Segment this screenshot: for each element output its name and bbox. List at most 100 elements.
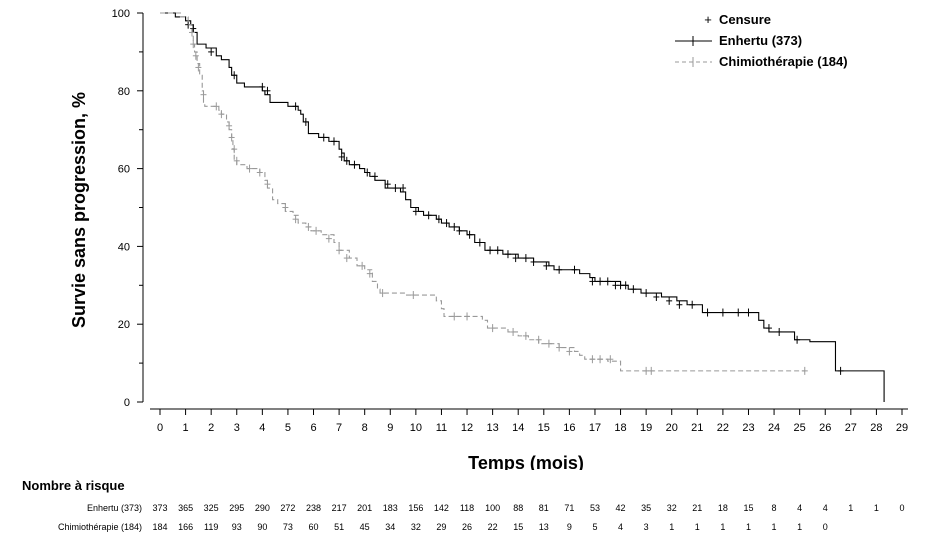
risk-cell: 184	[152, 522, 168, 532]
series-0-censor-mark	[543, 261, 550, 270]
series-0-censor-mark	[653, 292, 660, 301]
series-0-censor-mark	[530, 257, 537, 266]
risk-cell: 365	[178, 503, 194, 513]
series-0-censor-mark	[435, 215, 442, 224]
series-0-censor-mark	[689, 300, 696, 309]
series-0-censor-mark	[400, 184, 407, 193]
x-tick-label: 26	[819, 422, 831, 434]
risk-cell: 156	[408, 503, 424, 513]
y-tick-label: 100	[112, 8, 130, 20]
series-1-censor-mark	[256, 168, 263, 177]
risk-cell: 15	[513, 522, 524, 532]
risk-cell: 4	[618, 522, 624, 532]
series-0-censor-mark	[443, 219, 450, 228]
risk-cell: 15	[743, 503, 754, 513]
series-1-censor-mark	[489, 324, 496, 333]
y-tick-label: 20	[118, 319, 130, 331]
series-0-censor-mark	[476, 238, 483, 247]
x-tick-label: 29	[896, 422, 908, 434]
risk-cell: 373	[152, 503, 168, 513]
risk-cell: 93	[231, 522, 242, 532]
series-1-censor-mark	[589, 355, 596, 364]
series-0-censor-mark	[330, 137, 337, 146]
x-tick-label: 23	[742, 422, 754, 434]
risk-cell: 71	[564, 503, 575, 513]
series-0-censor-mark	[320, 133, 327, 142]
series-0-censor-mark	[343, 156, 350, 165]
series-0-censor-mark	[384, 180, 391, 189]
series-0-censor-mark	[264, 86, 271, 95]
series-0-censor-mark	[208, 47, 215, 56]
series-0-censor-mark	[522, 254, 529, 263]
x-tick-label: 28	[870, 422, 882, 434]
risk-cell: 4	[797, 503, 803, 513]
risk-cell: 32	[410, 522, 421, 532]
risk-cell: 0	[822, 522, 828, 532]
risk-cell: 53	[589, 503, 600, 513]
series-0-censor-mark	[259, 82, 266, 91]
risk-cell: 32	[666, 503, 677, 513]
risk-cell: 238	[306, 503, 322, 513]
series-1-censor-mark	[343, 254, 350, 263]
series-1-censor-mark	[231, 145, 238, 154]
risk-cell: 45	[359, 522, 370, 532]
series-0-censor-mark	[719, 308, 726, 317]
risk-cell: 88	[513, 503, 524, 513]
risk-row-label: Chimiothérapie (184)	[57, 522, 142, 532]
risk-cell: 4	[822, 503, 828, 513]
risk-cell: 295	[229, 503, 245, 513]
x-tick-label: 6	[310, 422, 316, 434]
x-tick-label: 13	[486, 422, 498, 434]
risk-cell: 42	[615, 503, 626, 513]
risk-cell: 118	[459, 503, 475, 513]
series-1-curve	[160, 12, 805, 372]
risk-cell: 183	[382, 503, 398, 513]
x-tick-label: 18	[614, 422, 626, 434]
y-axis-label: Survie sans progression, %	[69, 92, 89, 328]
series-1-censor-mark	[264, 180, 271, 189]
series-1-censor-mark	[535, 335, 542, 344]
risk-cell: 21	[692, 503, 703, 513]
risk-cell: 1	[669, 522, 675, 532]
risk-cell: 26	[462, 522, 473, 532]
legend: + Censure Enhertu (373) Chimiothérapie (…	[675, 12, 848, 69]
series-0-censor-mark	[466, 230, 473, 239]
risk-cell: 119	[203, 522, 219, 532]
series-1-censor-mark	[643, 366, 650, 375]
legend-censor-label: Censure	[719, 12, 771, 27]
series-0-censor-mark	[494, 246, 501, 255]
y-tick-label: 60	[118, 164, 130, 176]
series-0-censor-mark	[364, 168, 371, 177]
x-tick-label: 11	[436, 422, 447, 434]
x-tick-label: 9	[387, 422, 393, 434]
series-0-censor-mark	[487, 246, 494, 255]
series-1-censor-mark	[188, 28, 195, 37]
series-0-censor-mark	[676, 300, 683, 309]
series-1-censor-mark	[801, 366, 808, 375]
x-tick-label: 2	[208, 422, 214, 434]
risk-cell: 9	[566, 522, 572, 532]
x-tick-label: 15	[538, 422, 550, 434]
series-0-censor-mark	[704, 308, 711, 317]
risk-cell: 73	[282, 522, 293, 532]
x-tick-label: 1	[183, 422, 189, 434]
series-1-censor-mark	[607, 355, 614, 364]
risk-cell: 325	[203, 503, 219, 513]
x-tick-label: 16	[563, 422, 575, 434]
risk-cell: 29	[436, 522, 447, 532]
series-0-censor-mark	[617, 281, 624, 290]
x-tick-label: 5	[285, 422, 291, 434]
y-tick-label: 0	[124, 397, 130, 409]
series-0-censor-mark	[837, 366, 844, 375]
risk-cell: 13	[538, 522, 549, 532]
series-1-censor-mark	[305, 222, 312, 231]
series-1-censor-mark	[410, 291, 417, 300]
y-tick-label: 40	[118, 241, 130, 253]
series-0-censor-mark	[597, 277, 604, 286]
risk-cell: 3	[643, 522, 649, 532]
series-0-censor-mark	[392, 184, 399, 193]
series-1-censor-mark	[522, 331, 529, 340]
series-0-censor-mark	[765, 324, 772, 333]
